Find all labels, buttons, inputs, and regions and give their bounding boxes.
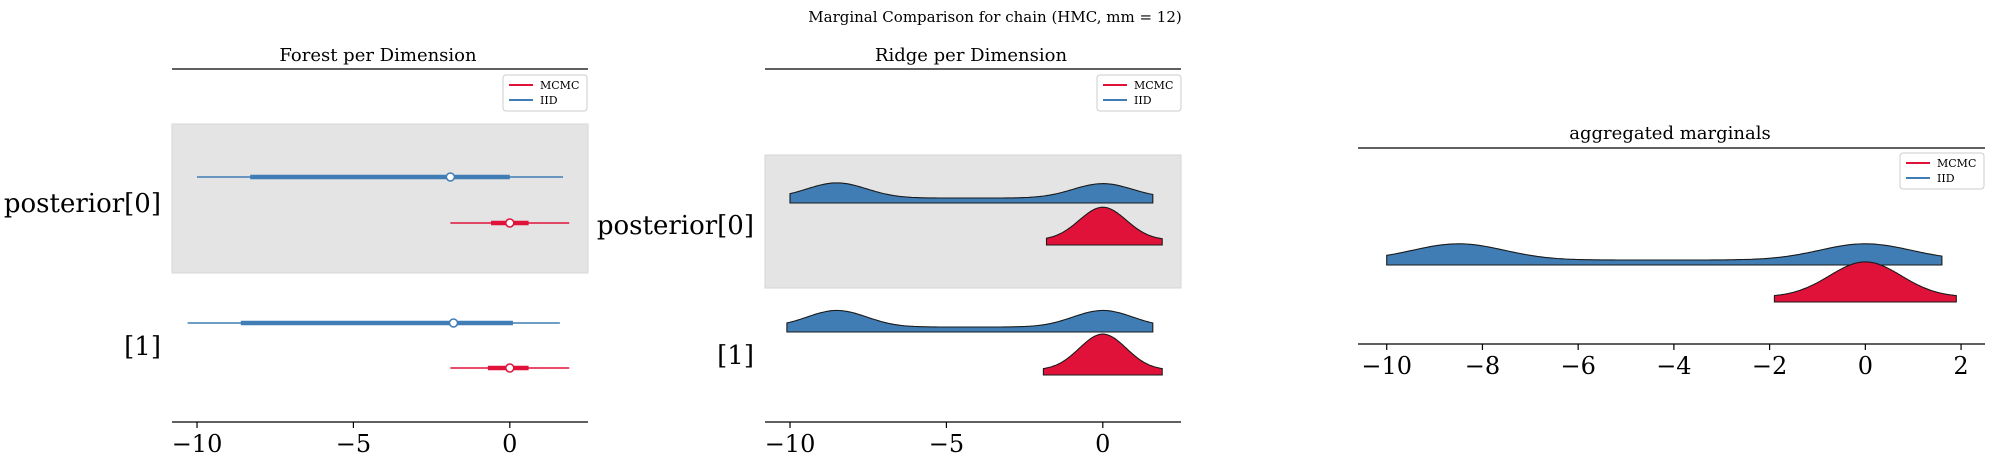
x-tick-label: −10: [765, 430, 816, 458]
legend: MCMC IID: [502, 74, 588, 112]
x-tick-label: 0: [1858, 352, 1873, 380]
figure-suptitle: Marginal Comparison for chain (HMC, mm =…: [808, 8, 1181, 26]
center-point-iid: [445, 172, 456, 182]
ridge-panel: Ridge per Dimension posterior[0] [1] −10 −5…: [597, 45, 1182, 458]
legend-label: MCMC: [1937, 157, 1976, 170]
row-label: posterior[0]: [4, 189, 161, 219]
row-band: [171, 123, 589, 274]
legend-label: IID: [1134, 94, 1152, 107]
legend-label: MCMC: [1134, 79, 1173, 92]
ridge-iid: [1386, 243, 1943, 266]
center-point-mcmc: [505, 363, 515, 373]
aggregated-panel: aggregated marginals −10 −8 −6 −4 −2 0 2 MCMC II…: [1358, 123, 1985, 380]
x-tick-label: −2: [1752, 352, 1787, 380]
legend-label: IID: [1937, 172, 1955, 185]
x-tick-label: −4: [1656, 352, 1691, 380]
x-tick-label: −10: [1361, 352, 1412, 380]
center-point-mcmc: [505, 218, 515, 228]
ridge-mcmc: [1045, 206, 1163, 246]
x-tick-label: 0: [502, 430, 517, 458]
ridge-mcmc: [1042, 333, 1163, 376]
ridge-mcmc: [1773, 261, 1957, 303]
x-tick-label: −8: [1465, 352, 1500, 380]
panel-title: aggregated marginals: [1569, 123, 1770, 144]
ridge-iid: [789, 182, 1154, 204]
x-tick-label: −6: [1560, 352, 1595, 380]
forest-panel: Forest per Dimension posterior[0] [1] −10 −…: [4, 45, 589, 458]
row-label: [1]: [124, 332, 161, 362]
legend: MCMC IID: [1899, 152, 1985, 190]
panel-title: Ridge per Dimension: [875, 45, 1068, 66]
x-tick-label: −5: [929, 430, 964, 458]
legend-label: IID: [540, 94, 558, 107]
row-label: posterior[0]: [597, 211, 754, 241]
row-label: [1]: [717, 341, 754, 371]
x-tick-label: 2: [1953, 352, 1968, 380]
x-tick-label: 0: [1095, 430, 1110, 458]
center-point-iid: [448, 318, 459, 328]
legend-label: MCMC: [540, 79, 579, 92]
panel-title: Forest per Dimension: [279, 45, 477, 66]
legend: MCMC IID: [1096, 74, 1182, 112]
x-tick-label: −10: [172, 430, 223, 458]
ridge-iid: [786, 309, 1154, 333]
x-tick-label: −5: [336, 430, 371, 458]
